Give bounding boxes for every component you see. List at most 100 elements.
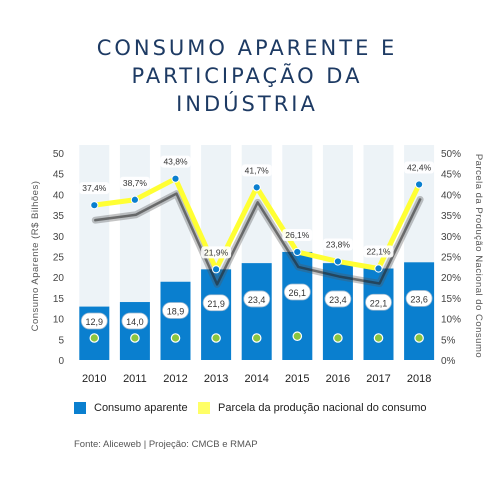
line-label-bg-2017 — [363, 245, 394, 258]
bar-label-2011: 14,0 — [126, 317, 144, 327]
line-label-bg-2016 — [322, 238, 353, 251]
y-tick-right-4: 20% — [441, 273, 461, 284]
line-point-2014 — [252, 183, 261, 192]
y-tick-right-7: 35% — [441, 211, 461, 222]
chart-plot: 37,4% 38,7% 43,8% 21,9% 41,7% 26,1% 23,8% 22,1%… — [30, 145, 484, 385]
y-tick-right-1: 5% — [441, 335, 456, 346]
x-tick-2017: 2017 — [366, 373, 390, 385]
line-point-2018 — [415, 180, 424, 189]
line-label-2016: 23,8% — [326, 239, 351, 249]
source-note: Fonte: Aliceweb | Projeção: CMCB e RMAP — [74, 439, 258, 450]
bar-label-bubble-2016 — [324, 290, 352, 308]
x-tick-2011: 2011 — [123, 373, 147, 385]
line-label-bg-2010 — [79, 182, 110, 195]
legend-swatch-line — [198, 402, 210, 414]
line-label-bg-2018 — [404, 161, 435, 174]
bar-label-2014: 23,4 — [248, 295, 266, 305]
line-label-bg-2013 — [201, 246, 232, 259]
line-point-2017 — [374, 264, 383, 273]
legend-item-consumo: Consumo aparente — [74, 402, 188, 414]
y-tick-left-45: 45 — [53, 170, 65, 181]
bar-marker-2014 — [251, 333, 262, 343]
y-tick-left-35: 35 — [53, 211, 65, 222]
line-point-2013 — [212, 265, 221, 274]
bar-label-bubble-2017 — [365, 293, 392, 311]
y-tick-right-2: 10% — [441, 315, 461, 326]
y-tick-left-0: 0 — [58, 356, 64, 367]
x-tick-2012: 2012 — [163, 373, 187, 385]
y-tick-right-8: 40% — [441, 190, 461, 201]
bar-marker-2017 — [373, 333, 384, 343]
x-tick-2016: 2016 — [326, 373, 350, 385]
bar-label-2010: 12,9 — [86, 317, 104, 327]
line-label-2014: 41,7% — [245, 165, 270, 175]
bar-marker-2013 — [211, 333, 221, 343]
line-label-2017: 22,1% — [366, 247, 391, 257]
line-label-bg-2011 — [119, 176, 150, 189]
y-tick-right-6: 30% — [441, 232, 461, 243]
y-tick-right-10: 50% — [441, 149, 461, 160]
bar-label-2018: 23,6 — [410, 294, 428, 304]
x-tick-2014: 2014 — [244, 373, 268, 385]
bar-label-2015: 26,1 — [289, 288, 307, 298]
chart-title-line-2: PARTICIPAÇÃO DA — [131, 64, 363, 88]
line-label-2010: 37,4% — [82, 183, 107, 193]
bar-label-bubble-2012 — [162, 302, 189, 319]
y-tick-right-9: 45% — [441, 170, 461, 181]
y-tick-left-40: 40 — [53, 190, 65, 201]
y-tick-left-15: 15 — [53, 294, 65, 305]
bar-marker-2015 — [292, 331, 303, 342]
y-tick-left-25: 25 — [53, 253, 65, 264]
bar-label-bubble-2011 — [121, 312, 149, 330]
bar-marker-2011 — [130, 333, 140, 343]
bar-label-2013: 21,9 — [207, 299, 225, 309]
y-axis-label-left: Consumo Aparente (R$ Bilhões) — [30, 181, 41, 332]
y-tick-right-3: 15% — [441, 294, 461, 305]
line-label-bg-2015 — [282, 228, 313, 241]
bar-2018 — [404, 262, 435, 360]
legend-label-consumo: Consumo aparente — [94, 402, 188, 414]
line-label-2018: 42,4% — [407, 162, 432, 172]
line-label-bg-2012 — [160, 155, 191, 168]
bar-marker-2010 — [89, 333, 100, 343]
line-label-2013: 21,9% — [204, 247, 229, 257]
y-tick-left-20: 20 — [53, 273, 65, 284]
y-tick-left-10: 10 — [53, 315, 65, 326]
bar-2011 — [119, 302, 150, 360]
bar-label-2016: 23,4 — [329, 295, 347, 305]
bar-label-bubble-2010 — [80, 312, 108, 330]
x-tick-2010: 2010 — [82, 373, 106, 385]
line-point-2016 — [333, 257, 342, 266]
bar-2012 — [160, 281, 191, 360]
chart-title-line-1: CONSUMO APARENTE E — [96, 36, 398, 60]
bar-marker-2016 — [333, 333, 343, 343]
y-tick-left-5: 5 — [58, 335, 64, 346]
x-tick-2015: 2015 — [285, 373, 309, 385]
line-point-2012 — [171, 174, 180, 183]
bar-label-2017: 22,1 — [370, 298, 388, 308]
y-axis-label-right: Parcela da Produção Nacional do Consumo — [473, 154, 484, 358]
bar-marker-2018 — [414, 333, 424, 343]
bar-label-bubble-2015 — [283, 283, 311, 301]
y-tick-left-30: 30 — [53, 232, 65, 243]
bar-marker-2012 — [170, 333, 181, 343]
bar-2014 — [241, 263, 272, 360]
line-point-2015 — [293, 247, 302, 257]
x-tick-2018: 2018 — [407, 373, 431, 385]
legend-item-parcela: Parcela da produção nacional do consumo — [198, 402, 427, 414]
y-tick-left-50: 50 — [53, 149, 65, 160]
y-tick-right-0: 0% — [441, 356, 456, 367]
line-label-2011: 38,7% — [123, 178, 148, 188]
legend-swatch-bar — [74, 402, 86, 414]
bar-label-bubble-2014 — [243, 290, 271, 308]
bar-label-bubble-2018 — [405, 290, 433, 307]
line-point-2010 — [90, 201, 99, 210]
line-point-2011 — [130, 195, 139, 204]
line-label-bg-2014 — [241, 164, 272, 177]
chart-title-line-3: INDÚSTRIA — [176, 92, 318, 116]
y-tick-right-5: 25% — [441, 253, 461, 264]
line-label-2012: 43,8% — [163, 157, 188, 167]
line-label-2015: 26,1% — [285, 230, 310, 240]
bar-label-2012: 18,9 — [167, 306, 185, 316]
line-shadow-core — [94, 192, 422, 286]
